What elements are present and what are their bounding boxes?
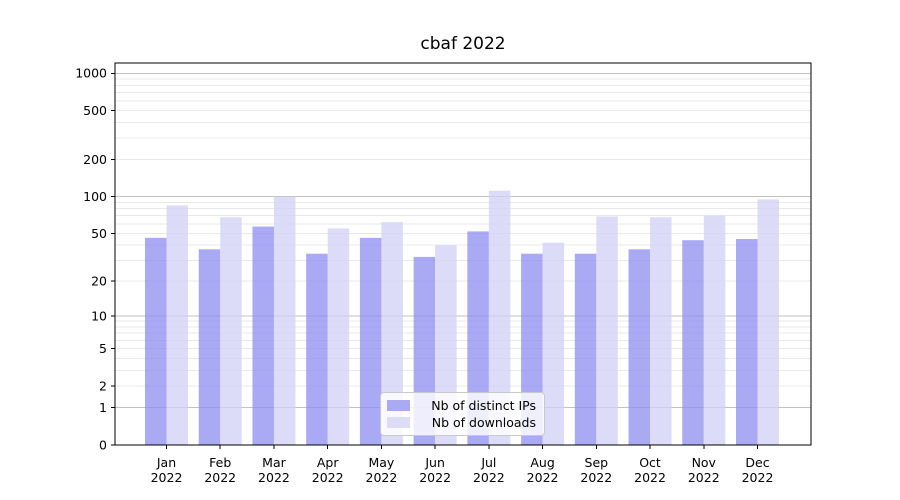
plot-border <box>114 62 812 446</box>
bar-distinct-ips-nov <box>682 240 704 445</box>
x-tick-label-year-jan: 2022 <box>151 470 183 485</box>
bar-distinct-ips-mar <box>252 226 274 445</box>
bar-distinct-ips-apr <box>306 253 328 445</box>
x-tick-label-month-dec: Dec <box>745 455 769 470</box>
bar-downloads-jul <box>488 190 511 445</box>
bar-downloads-apr <box>327 228 350 445</box>
x-tick-label-year-apr: 2022 <box>312 470 344 485</box>
legend-swatch-distinct-ips <box>387 399 410 411</box>
x-tick-label-year-mar: 2022 <box>258 470 290 485</box>
x-tick-label-month-apr: Apr <box>317 455 339 470</box>
x-tick-label-year-aug: 2022 <box>527 470 559 485</box>
x-tick-label-month-jan: Jan <box>156 455 176 470</box>
bar-downloads-mar <box>273 196 296 445</box>
bar-downloads-feb <box>220 217 242 445</box>
x-tick-label-year-jun: 2022 <box>419 470 451 485</box>
x-tick-label-month-sep: Sep <box>585 455 609 470</box>
bar-distinct-ips-oct <box>628 249 651 445</box>
y-tick-label-0: 0 <box>99 437 107 452</box>
bar-downloads-oct <box>650 217 672 445</box>
x-tick-label-month-jul: Jul <box>480 455 496 470</box>
bar-downloads-sep <box>596 216 618 445</box>
bar-distinct-ips-jul <box>467 231 489 445</box>
x-tick-label-year-oct: 2022 <box>634 470 666 485</box>
y-tick-label-1000: 1000 <box>75 66 107 81</box>
y-tick-label-20: 20 <box>91 274 107 289</box>
y-tick-label-100: 100 <box>83 189 107 204</box>
x-tick-label-year-dec: 2022 <box>742 470 774 485</box>
y-tick-label-5: 5 <box>99 341 107 356</box>
bar-distinct-ips-sep <box>574 253 597 445</box>
legend-label-downloads: Nb of downloads <box>431 415 536 431</box>
legend-label-distinct-ips: Nb of distinct IPs <box>431 397 536 413</box>
bar-downloads-aug <box>542 242 565 445</box>
x-tick-label-month-aug: Aug <box>530 455 554 470</box>
legend-row-downloads: Nb of downloads <box>387 415 536 430</box>
y-tick-label-50: 50 <box>91 226 107 241</box>
bar-distinct-ips-jan <box>145 237 167 445</box>
x-tick-label-month-mar: Mar <box>262 455 286 470</box>
bar-downloads-may <box>381 222 403 445</box>
chart-title: cbaf 2022 <box>420 34 506 54</box>
legend-row-distinct-ips: Nb of distinct IPs <box>387 398 536 413</box>
x-tick-label-month-may: May <box>368 455 394 470</box>
x-tick-label-year-sep: 2022 <box>580 470 612 485</box>
bar-downloads-nov <box>703 215 726 445</box>
y-tick-label-2: 2 <box>99 378 107 393</box>
x-tick-label-month-feb: Feb <box>209 455 231 470</box>
x-tick-label-year-nov: 2022 <box>688 470 720 485</box>
bar-distinct-ips-may <box>359 237 382 445</box>
x-tick-label-year-feb: 2022 <box>204 470 236 485</box>
x-tick-label-year-jul: 2022 <box>473 470 505 485</box>
bar-downloads-dec <box>757 199 779 445</box>
x-tick-label-month-oct: Oct <box>639 455 661 470</box>
bar-distinct-ips-feb <box>198 249 221 445</box>
y-tick-label-500: 500 <box>83 103 107 118</box>
y-tick-label-200: 200 <box>83 152 107 167</box>
x-tick-label-year-may: 2022 <box>366 470 398 485</box>
bar-downloads-jan <box>166 205 188 445</box>
bar-distinct-ips-dec <box>736 239 758 445</box>
y-tick-label-1: 1 <box>99 400 107 415</box>
legend-swatch-downloads <box>387 417 410 429</box>
legend: Nb of distinct IPs Nb of downloads <box>380 392 545 436</box>
x-tick-label-month-nov: Nov <box>692 455 717 470</box>
y-tick-label-10: 10 <box>91 308 107 323</box>
x-tick-label-month-jun: Jun <box>424 455 445 470</box>
